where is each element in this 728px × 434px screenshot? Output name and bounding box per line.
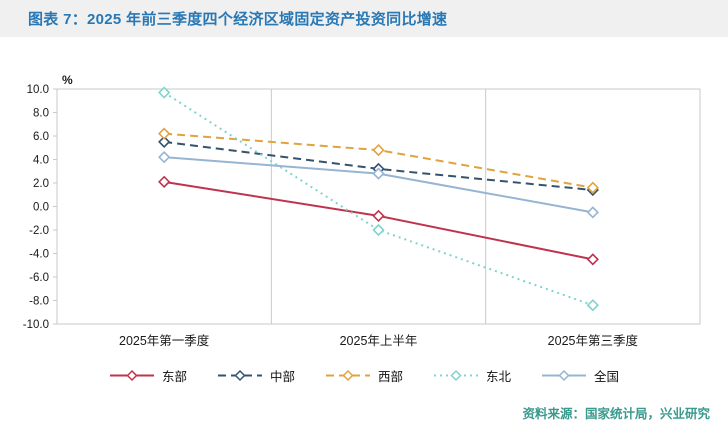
y-tick-label: 4.0 bbox=[33, 155, 49, 167]
y-tick-label: -10.0 bbox=[23, 319, 49, 331]
marker-diamond bbox=[586, 181, 599, 194]
legend-label: 东北 bbox=[486, 369, 512, 384]
marker-diamond bbox=[586, 299, 599, 312]
chart-title: 图表 7：2025 年前三季度四个经济区域固定资产投资同比增速 bbox=[28, 11, 448, 28]
marker-diamond bbox=[372, 167, 385, 180]
legend-item-0: 东部 bbox=[109, 366, 187, 385]
legend-item-3: 东北 bbox=[433, 366, 511, 385]
series-0 bbox=[158, 175, 599, 266]
marker-diamond bbox=[372, 209, 385, 223]
legend-item-1: 中部 bbox=[217, 366, 295, 385]
marker-diamond bbox=[372, 223, 385, 237]
x-tick-label: 2025年第三季度 bbox=[548, 333, 639, 348]
legend-item-2: 西部 bbox=[325, 366, 403, 385]
x-tick-label: 2025年上半年 bbox=[340, 334, 418, 348]
legend-swatch-icon bbox=[217, 369, 262, 381]
marker-diamond bbox=[372, 143, 385, 157]
legend-swatch-icon bbox=[325, 369, 370, 381]
legend-label: 西部 bbox=[377, 369, 403, 384]
marker-diamond bbox=[158, 86, 171, 99]
legend-swatch-icon bbox=[109, 369, 154, 381]
y-tick-label: 0.0 bbox=[33, 202, 49, 214]
line-chart: 10.0 8.0 6.0 4.0 2.0 0.0 -2.0 -4.0 -6.0 -8.0 -10.0… bbox=[23, 73, 701, 348]
x-tick-label: 2025年第一季度 bbox=[119, 333, 210, 348]
marker-diamond bbox=[158, 135, 171, 149]
y-tick-label: -6.0 bbox=[29, 272, 49, 284]
source-note: 资料来源：国家统计局，兴业研究 bbox=[0, 390, 728, 434]
legend-swatch-icon bbox=[434, 369, 478, 381]
y-tick-label: -2.0 bbox=[29, 225, 49, 237]
marker-diamond bbox=[158, 151, 171, 164]
marker-diamond bbox=[158, 127, 171, 140]
y-axis-unit: % bbox=[62, 73, 73, 87]
series-3 bbox=[158, 86, 599, 312]
title-bar: 图表 7：2025 年前三季度四个经济区域固定资产投资同比增速 bbox=[0, 0, 728, 37]
series-line bbox=[163, 91, 594, 307]
y-tick-label: 6.0 bbox=[33, 131, 49, 143]
plot-border bbox=[56, 88, 701, 325]
legend-swatch-icon bbox=[542, 369, 587, 381]
series-line bbox=[164, 140, 593, 192]
legend-label: 全国 bbox=[594, 369, 620, 384]
y-tick-label: -4.0 bbox=[29, 249, 49, 261]
marker-diamond bbox=[158, 175, 171, 188]
y-tick-label: 10.0 bbox=[27, 84, 49, 96]
legend-item-4: 全国 bbox=[541, 366, 619, 385]
y-tick-label: 2.0 bbox=[33, 178, 49, 190]
legend-label: 东部 bbox=[161, 369, 187, 384]
marker-diamond bbox=[586, 206, 599, 219]
source-text: 资料来源：国家统计局，兴业研究 bbox=[522, 407, 710, 421]
chart-legend: 东部 中部 西部 东北 全国 bbox=[0, 360, 728, 390]
legend-label: 中部 bbox=[269, 369, 295, 384]
chart-area: 10.0 8.0 6.0 4.0 2.0 0.0 -2.0 -4.0 -6.0 -8.0 -10.0… bbox=[0, 37, 728, 360]
y-tick-label: 8.0 bbox=[33, 108, 49, 120]
series-4 bbox=[158, 151, 599, 219]
marker-diamond bbox=[586, 253, 599, 266]
y-tick-label: -8.0 bbox=[29, 296, 49, 308]
